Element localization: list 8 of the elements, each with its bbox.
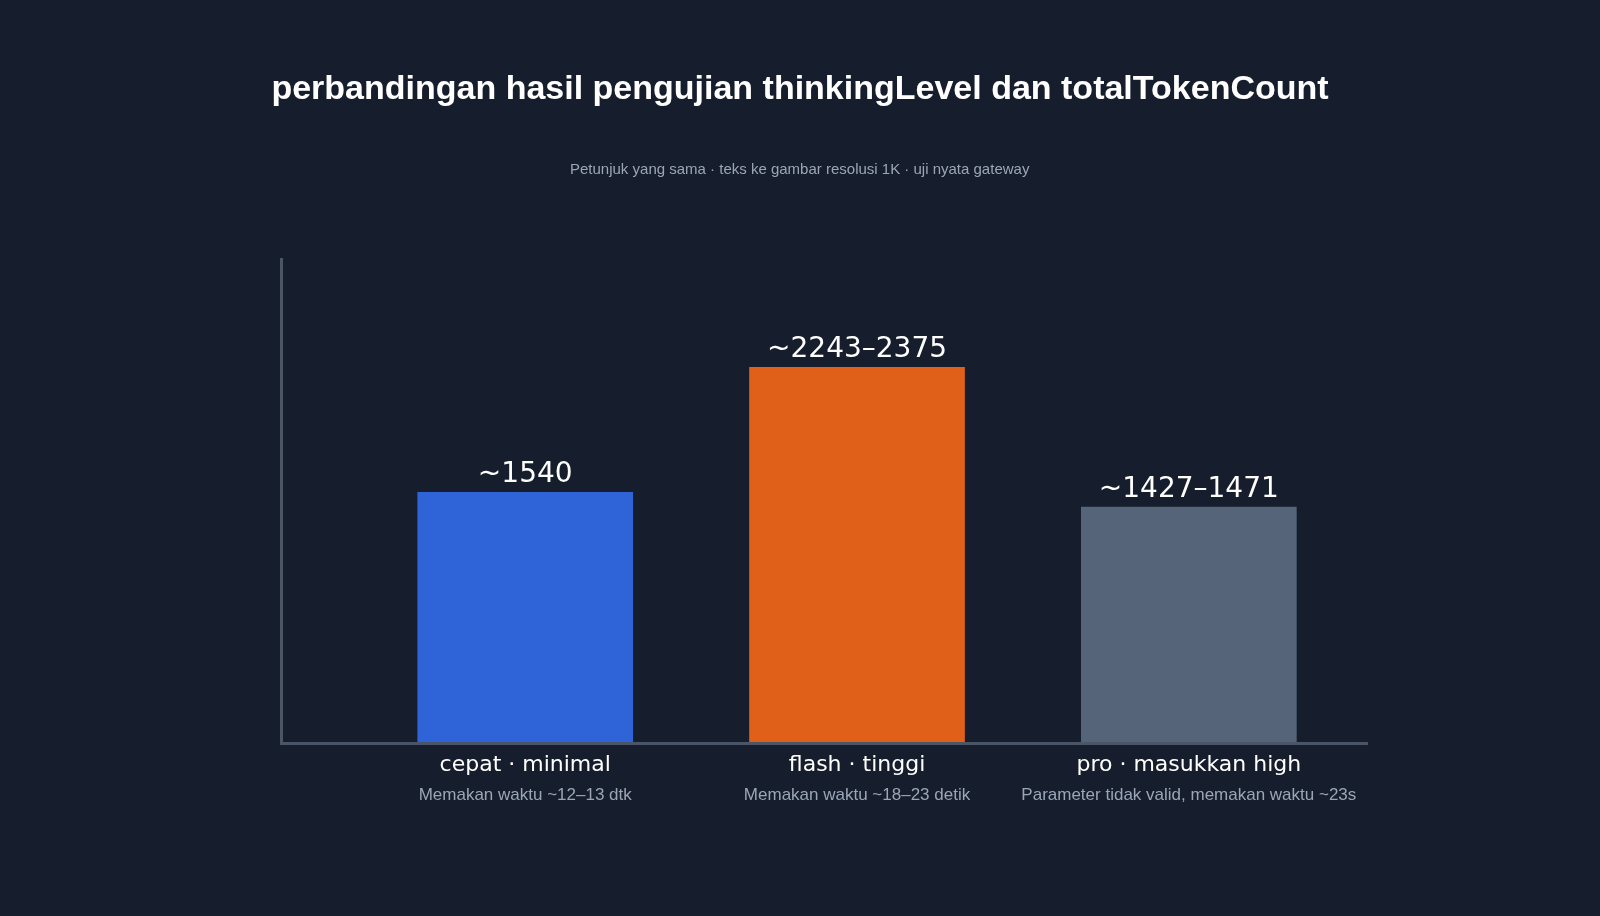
x-tick-label: flash · tinggi Memakan waktu ~18–23 detik	[743, 751, 971, 804]
chart-subtitle: Petunjuk yang sama · teks ke gambar resolusi 1K · uji nyata gateway	[570, 160, 1030, 177]
x-tick-label: cepat · minimal Memakan waktu ~12–13 dtk	[418, 751, 633, 804]
data-label: ~1427–1471	[1098, 470, 1279, 504]
data-label: ~1540	[477, 455, 573, 489]
data-label: ~2243–2375	[767, 330, 948, 364]
chart-title: perbandingan hasil pengujian thinkingLevel dan totalTokenCount	[271, 67, 1329, 106]
x-tick-label: pro · masukkan high Parameter tidak valid, memakan waktu ~23s	[1021, 751, 1357, 804]
